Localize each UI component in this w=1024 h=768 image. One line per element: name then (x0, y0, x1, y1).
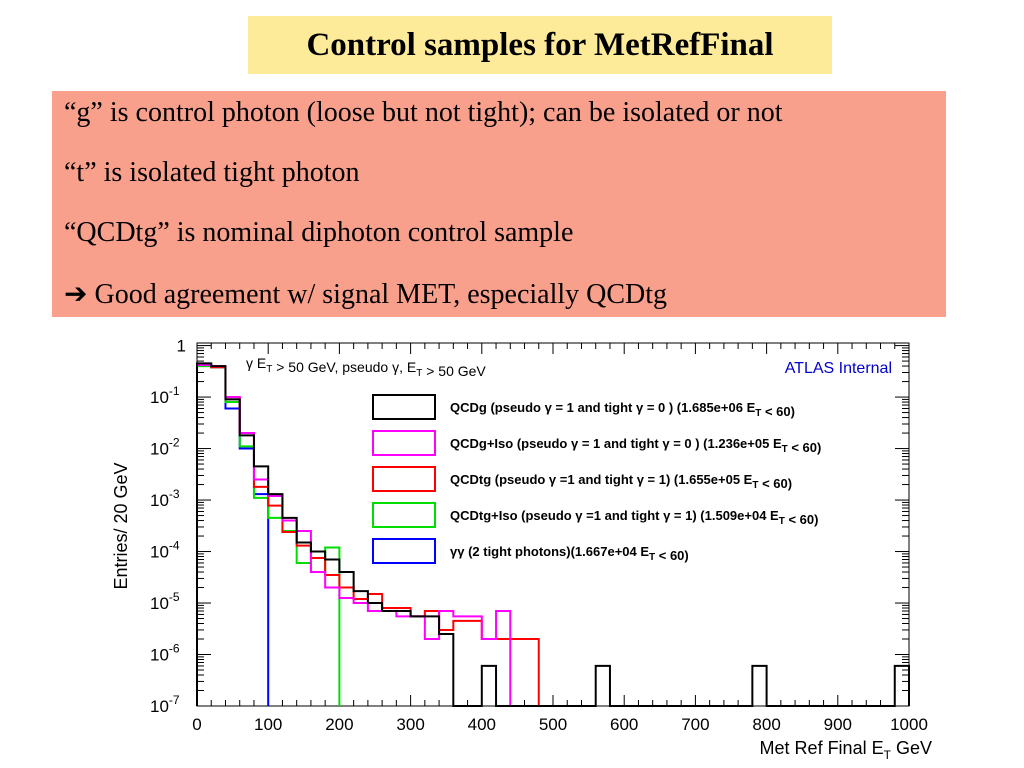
series-0-histogram (196, 362, 910, 707)
y-tick-label: 1 (177, 337, 186, 356)
y-tick-label: 10-1 (150, 384, 180, 407)
slide-title: Control samples for MetRefFinal (248, 16, 832, 74)
x-tick-label: 100 (254, 715, 282, 734)
x-tick-label: 400 (468, 715, 496, 734)
bullet-tight-photon: “t” is isolated tight photon (64, 157, 360, 188)
legend-swatch (372, 538, 436, 564)
x-tick-label: 500 (539, 715, 567, 734)
cut-annotation: γ ET > 50 GeV, pseudo γ, ET > 50 GeV (246, 355, 486, 379)
y-tick-label: 10-2 (150, 436, 180, 459)
legend-swatch (372, 502, 436, 528)
met-histogram-chart: 1 10-1 10-2 10-3 10-4 10-5 10-6 10-7 0 100 200 300… (111, 337, 932, 760)
x-tick-label: 300 (396, 715, 424, 734)
histogram-series (196, 362, 910, 707)
x-tick-label: 1000 (890, 715, 928, 734)
legend-swatch (372, 466, 436, 492)
y-tick-label: 10-3 (150, 487, 180, 510)
arrow-right-icon: ➔ (64, 279, 88, 310)
y-axis-label: Entries/ 20 GeV (111, 462, 131, 589)
y-tick-label: 10-7 (150, 693, 180, 716)
conclusion-text: Good agreement w/ signal MET, especially… (94, 279, 668, 310)
legend-entry-3: QCDtg+Iso (pseudo γ =1 and tight γ = 1) … (450, 508, 818, 527)
bullet-qcdtg: “QCDtg” is nominal diphoton control samp… (64, 217, 574, 248)
legend-swatch (372, 430, 436, 456)
x-tick-label: 700 (681, 715, 709, 734)
x-tick-label: 0 (192, 715, 201, 734)
legend-entry-2: QCDtg (pseudo γ =1 and tight γ = 1) (1.6… (450, 472, 792, 491)
plot-frame (196, 342, 910, 707)
x-tick-label: 200 (325, 715, 353, 734)
x-tick-labels: 0 100 200 300 400 500 600 700 800 900 1000 (192, 715, 928, 734)
atlas-internal-label: ATLAS Internal (785, 360, 892, 377)
x-tick-label: 600 (610, 715, 638, 734)
x-axis-label: Met Ref Final ET GeV (760, 738, 932, 760)
y-tick-label: 10-5 (150, 590, 180, 613)
y-tick-label: 10-4 (150, 539, 180, 562)
x-tick-label: 800 (752, 715, 780, 734)
legend-entry-0: QCDg (pseudo γ = 1 and tight γ = 0 ) (1.… (450, 400, 795, 419)
description-box: “g” is control photon (loose but not tig… (52, 91, 946, 317)
legend-swatch (372, 394, 436, 420)
x-tick-label: 900 (824, 715, 852, 734)
bullet-control-photon: “g” is control photon (loose but not tig… (64, 97, 783, 128)
bullet-conclusion: ➔ Good agreement w/ signal MET, especial… (64, 277, 667, 311)
y-tick-labels: 1 10-1 10-2 10-3 10-4 10-5 10-6 10-7 (150, 337, 186, 716)
legend: QCDg (pseudo γ = 1 and tight γ = 0 ) (1.… (372, 394, 821, 564)
legend-entry-1: QCDg+Iso (pseudo γ = 1 and tight γ = 0 )… (450, 436, 821, 455)
y-tick-label: 10-6 (150, 642, 180, 665)
legend-entry-4: γγ (2 tight photons)(1.667e+04 ET < 60) (450, 544, 689, 563)
